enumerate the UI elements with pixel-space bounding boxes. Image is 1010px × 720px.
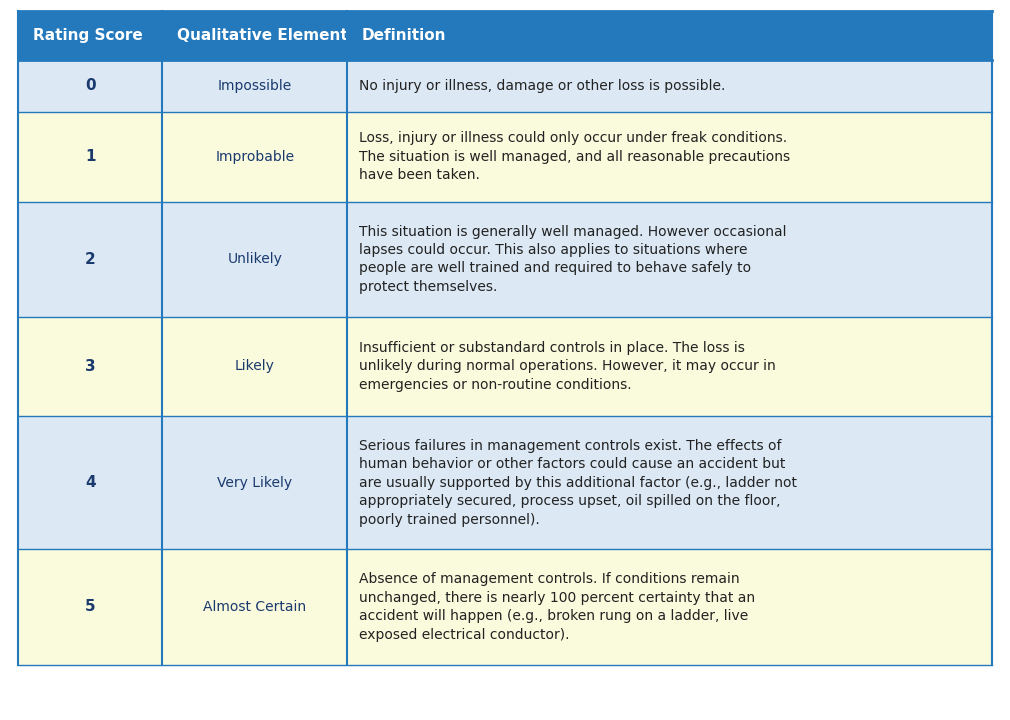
Bar bbox=[163, 11, 347, 60]
Text: Qualitative Element: Qualitative Element bbox=[177, 28, 347, 42]
Bar bbox=[163, 549, 347, 665]
Text: Almost Certain: Almost Certain bbox=[203, 600, 306, 614]
Text: Rating Score: Rating Score bbox=[32, 28, 142, 42]
Text: Impossible: Impossible bbox=[217, 78, 292, 93]
Bar bbox=[347, 317, 992, 416]
Bar bbox=[18, 416, 163, 549]
Bar bbox=[347, 416, 992, 549]
Text: 5: 5 bbox=[85, 600, 96, 614]
Text: Loss, injury or illness could only occur under freak conditions.
The situation i: Loss, injury or illness could only occur… bbox=[359, 131, 790, 182]
Text: Very Likely: Very Likely bbox=[217, 476, 292, 490]
Bar bbox=[163, 202, 347, 317]
Text: Definition: Definition bbox=[362, 28, 446, 42]
Text: Absence of management controls. If conditions remain
unchanged, there is nearly : Absence of management controls. If condi… bbox=[359, 572, 755, 642]
Bar bbox=[347, 549, 992, 665]
Text: 2: 2 bbox=[85, 252, 96, 266]
Bar bbox=[347, 60, 992, 112]
Text: Improbable: Improbable bbox=[215, 150, 294, 163]
Text: 0: 0 bbox=[85, 78, 96, 93]
Bar bbox=[347, 112, 992, 202]
Bar bbox=[18, 60, 163, 112]
Bar bbox=[163, 60, 347, 112]
Bar bbox=[18, 11, 163, 60]
Bar bbox=[18, 202, 163, 317]
Bar bbox=[18, 317, 163, 416]
Text: 4: 4 bbox=[85, 475, 96, 490]
Bar bbox=[18, 549, 163, 665]
Text: This situation is generally well managed. However occasional
lapses could occur.: This situation is generally well managed… bbox=[359, 225, 787, 294]
Text: 1: 1 bbox=[85, 149, 96, 164]
Text: No injury or illness, damage or other loss is possible.: No injury or illness, damage or other lo… bbox=[359, 78, 725, 93]
Text: Likely: Likely bbox=[235, 359, 275, 374]
Text: Insufficient or substandard controls in place. The loss is
unlikely during norma: Insufficient or substandard controls in … bbox=[359, 341, 776, 392]
Bar bbox=[347, 11, 992, 60]
Text: Serious failures in management controls exist. The effects of
human behavior or : Serious failures in management controls … bbox=[359, 439, 797, 526]
Text: 3: 3 bbox=[85, 359, 96, 374]
Bar bbox=[163, 416, 347, 549]
Bar bbox=[18, 112, 163, 202]
Bar bbox=[163, 317, 347, 416]
Bar bbox=[347, 202, 992, 317]
Bar bbox=[163, 112, 347, 202]
Text: Unlikely: Unlikely bbox=[227, 252, 282, 266]
